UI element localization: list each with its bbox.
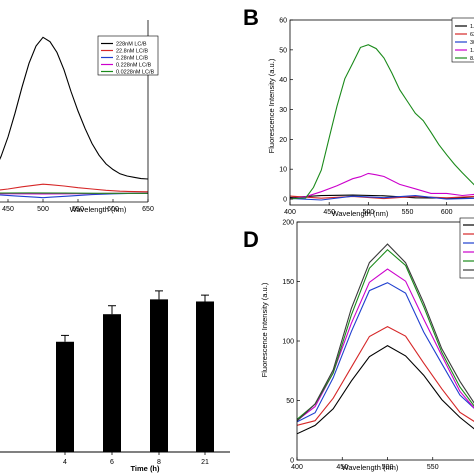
panel-d-xtick-label-4: 550 (427, 464, 439, 471)
panel-b-legend: 1. 63 30 1. 8. (451, 17, 474, 63)
series-line-5 (290, 44, 474, 200)
panel-c-plot: 4 6 8 21 (0, 290, 230, 466)
panel-c-xtick-label-1: 4 (63, 459, 67, 466)
panel-d: D 400 450 500 550 0 50 100 150 200 Wavelength (n… (243, 217, 474, 472)
series-line-4 (290, 172, 474, 200)
panel-d-legend (459, 217, 474, 279)
panel-b-ytick-label-3: 20 (279, 137, 287, 144)
panel-d-ytick-label-2: 50 (286, 398, 294, 405)
panel-a-legend-label-1: 228nM LC/B (116, 42, 147, 48)
panel-d-xtick-label-2: 450 (336, 464, 348, 471)
series-line-1 (297, 344, 474, 435)
series-line-2 (290, 195, 474, 200)
series-line-2 (0, 183, 148, 193)
panel-a-xtick-label-5: 650 (142, 206, 154, 213)
series-line-6 (297, 243, 474, 422)
panel-b-xtick-label-1: 400 (284, 209, 296, 216)
panel-d-frame (296, 221, 474, 461)
panel-a-xtick-label-4: 600 (107, 206, 119, 213)
panel-c-xtick-label-4: 21 (201, 459, 209, 466)
panel-a-legend-label-5: 0.0228nM LC/B (116, 70, 155, 76)
panel-b-letter: B (243, 5, 259, 30)
panel-a-xlabel: Wavelength (nm) (70, 205, 127, 214)
panel-d-ylabel: Fluorescence Intensity (a.u.) (260, 282, 269, 377)
panel-a-legend-label-4: 0.228nM LC/B (116, 63, 151, 69)
panel-c-bar-2 (56, 341, 74, 452)
panel-d-ytick-label-3: 100 (282, 339, 294, 346)
panel-b-legend-label-2: 63 (470, 32, 474, 38)
panel-d-xtick-label-3: 500 (382, 464, 394, 471)
panel-c-xtick-label-3: 8 (157, 459, 161, 466)
panel-a-legend-box (97, 35, 159, 76)
panel-b-legend-label-3: 30 (470, 40, 474, 46)
panel-a-xtick-label-2: 500 (37, 206, 49, 213)
panel-b-ytick-label-4: 30 (279, 107, 287, 114)
panel-c: 4 6 8 21 Time (h) (0, 290, 230, 473)
panel-a-legend-label-2: 22.8nM LC/B (116, 49, 148, 55)
series-line-3 (297, 282, 474, 423)
panel-b-xlabel: Wavelength (nm) (332, 209, 389, 218)
panel-b: B 400 450 500 550 600 0 10 20 30 40 50 60 Wavelengt… (243, 5, 474, 218)
panel-c-bar-3 (103, 314, 121, 452)
panel-c-bar-5 (196, 301, 214, 452)
panel-a-xtick-label-1: 450 (2, 206, 14, 213)
panel-b-legend-label-1: 1. (470, 24, 474, 30)
panel-d-legend-box (459, 217, 474, 279)
panel-b-legend-label-5: 8. (470, 56, 474, 62)
panel-c-xlabel: Time (h) (130, 464, 160, 473)
panel-b-plot: 400 450 500 550 600 0 10 20 30 40 50 60 (279, 18, 474, 216)
panel-c-xtick-label-2: 6 (110, 459, 114, 466)
panel-a-xtick-label-3: 550 (72, 206, 84, 213)
panel-d-xtick-label-1: 400 (291, 464, 303, 471)
series-line-5 (297, 248, 474, 420)
series-line-2 (297, 325, 474, 426)
panel-b-ytick-label-1: 0 (283, 197, 287, 204)
panel-b-ytick-label-2: 10 (279, 167, 287, 174)
panel-d-ytick-label-4: 150 (282, 279, 294, 286)
series-line-4 (297, 268, 474, 421)
panel-b-ytick-label-6: 50 (279, 47, 287, 54)
panel-b-frame (289, 19, 474, 206)
panel-b-legend-label-4: 1. (470, 48, 474, 54)
panel-d-xlabel: Wavelength (nm) (342, 463, 399, 472)
series-line-1 (0, 36, 148, 180)
panel-a-legend-label-3: 2.28nM LC/B (116, 56, 148, 62)
panel-d-ytick-label-1: 0 (290, 458, 294, 465)
panel-b-ylabel: Fluorescence Intensity (a.u.) (267, 58, 276, 153)
panel-b-xtick-label-4: 550 (402, 209, 414, 216)
panel-d-ytick-label-5: 200 (282, 220, 294, 227)
panel-b-legend-box (451, 17, 474, 63)
panel-a: 450 500 550 600 650 Wavelength (nm) 228nM LC… (0, 20, 159, 214)
panel-b-xtick-label-5: 600 (441, 209, 453, 216)
panel-b-xtick-label-3: 500 (362, 209, 374, 216)
panel-a-plot: 450 500 550 600 650 (0, 20, 154, 213)
panel-a-legend: 228nM LC/B22.8nM LC/B2.28nM LC/B0.228nM … (97, 35, 159, 76)
series-line-3 (290, 195, 474, 201)
panel-d-plot: 400 450 500 550 0 50 100 150 200 (282, 220, 474, 471)
panel-d-letter: D (243, 227, 259, 252)
panel-b-ytick-label-7: 60 (279, 18, 287, 25)
panel-b-ytick-label-5: 40 (279, 77, 287, 84)
panel-b-xtick-label-2: 450 (323, 209, 335, 216)
panel-c-bar-4 (150, 299, 168, 452)
